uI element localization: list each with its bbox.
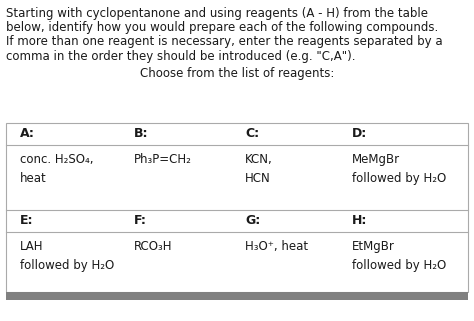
Bar: [6, 292, 468, 300]
Text: LAH
followed by H₂O: LAH followed by H₂O: [20, 240, 114, 272]
Text: D:: D:: [352, 127, 367, 140]
Text: comma in the order they should be introduced (e.g. "C,A").: comma in the order they should be introd…: [6, 50, 356, 63]
Text: C:: C:: [246, 127, 259, 140]
Text: below, identify how you would prepare each of the following compounds.: below, identify how you would prepare ea…: [6, 21, 438, 34]
Text: E:: E:: [20, 214, 34, 227]
Bar: [6, 123, 468, 292]
Text: MeMgBr
followed by H₂O: MeMgBr followed by H₂O: [352, 153, 446, 185]
Text: Starting with cyclopentanone and using reagents (A - H) from the table: Starting with cyclopentanone and using r…: [6, 7, 428, 20]
Text: conc. H₂SO₄,
heat: conc. H₂SO₄, heat: [20, 153, 93, 185]
Text: A:: A:: [20, 127, 35, 140]
Text: Choose from the list of reagents:: Choose from the list of reagents:: [140, 67, 334, 80]
Text: RCO₃H: RCO₃H: [134, 240, 173, 253]
Text: Ph₃P=CH₂: Ph₃P=CH₂: [134, 153, 192, 166]
Text: F:: F:: [134, 214, 147, 227]
Text: B:: B:: [134, 127, 149, 140]
Text: EtMgBr
followed by H₂O: EtMgBr followed by H₂O: [352, 240, 446, 272]
Text: H₃O⁺, heat: H₃O⁺, heat: [246, 240, 309, 253]
Text: If more than one reagent is necessary, enter the reagents separated by a: If more than one reagent is necessary, e…: [6, 35, 443, 48]
Text: KCN,
HCN: KCN, HCN: [246, 153, 273, 185]
Text: H:: H:: [352, 214, 367, 227]
Text: G:: G:: [246, 214, 261, 227]
